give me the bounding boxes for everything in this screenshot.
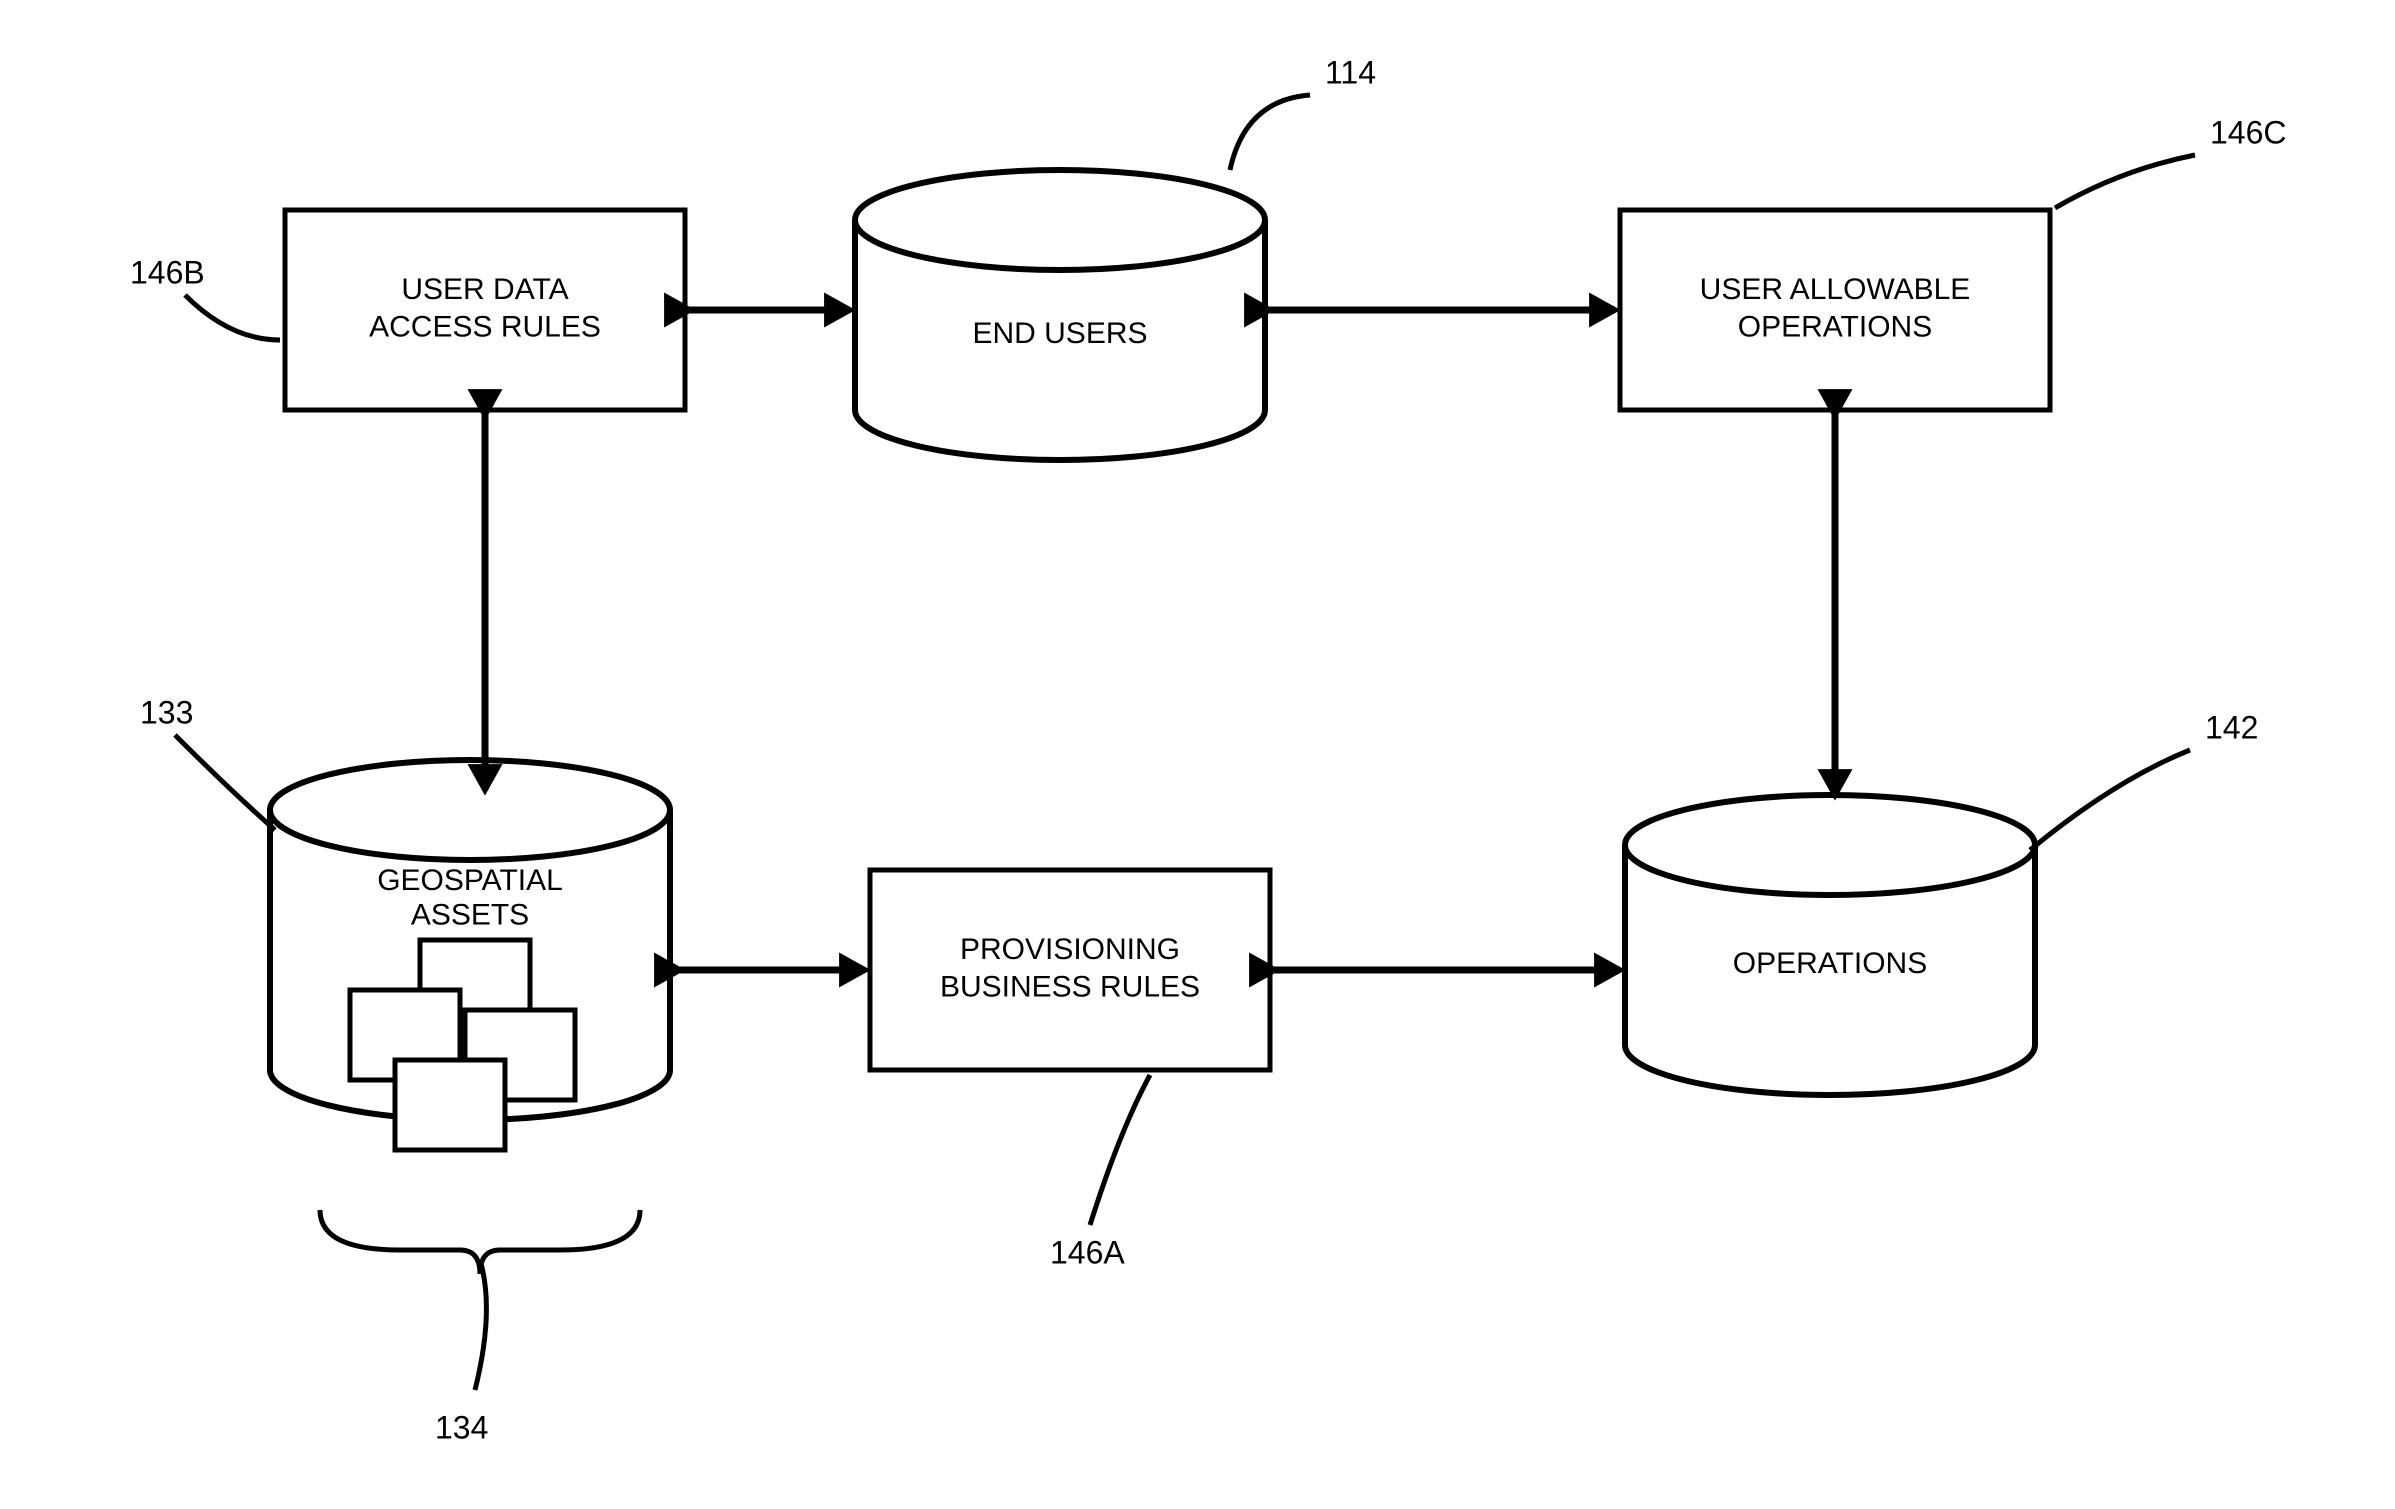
node-provisioning_business_rules: PROVISIONING BUSINESS RULES [870,870,1270,1070]
node-label: GEOSPATIAL [377,864,563,897]
node-label: BUSINESS RULES [940,971,1200,1004]
ref-146A: 146A [1050,1075,1150,1270]
ref-label: 114 [1325,54,1376,90]
ref-label: 133 [140,694,193,730]
node-label: USER DATA [401,273,568,306]
ref-146B: 146B [130,254,280,340]
node-label: ASSETS [411,898,529,931]
brace [320,1210,640,1274]
ref-114: 114 [1230,54,1376,170]
node-end_users: END USERS [855,170,1265,460]
ref-label: 142 [2205,709,2258,745]
node-label: PROVISIONING [960,933,1180,966]
extras-layer [320,1210,640,1274]
node-operations: OPERATIONS [1625,795,2035,1095]
node-user_data_access_rules: USER DATA ACCESS RULES [285,210,685,410]
diagram-canvas: USER DATA ACCESS RULES END USERS USER ALLOW… [0,0,2395,1509]
ref-133: 133 [140,694,275,830]
ref-142: 142 [2030,709,2258,850]
ref-134: 134 [435,1260,488,1445]
node-user_allowable_operations: USER ALLOWABLE OPERATIONS [1620,210,2050,410]
ref-label: 146A [1050,1234,1125,1270]
node-label: USER ALLOWABLE [1700,273,1971,306]
node-label: OPERATIONS [1733,947,1927,980]
ref-label: 146C [2210,114,2287,150]
node-label: END USERS [972,317,1147,350]
ref-146C: 146C [2055,114,2287,208]
nodes-layer: USER DATA ACCESS RULES END USERS USER ALLOW… [270,170,2050,1150]
ref-label: 146B [130,254,205,290]
node-label: OPERATIONS [1738,311,1932,344]
node-label: ACCESS RULES [369,311,601,344]
ref-label: 134 [435,1409,488,1445]
